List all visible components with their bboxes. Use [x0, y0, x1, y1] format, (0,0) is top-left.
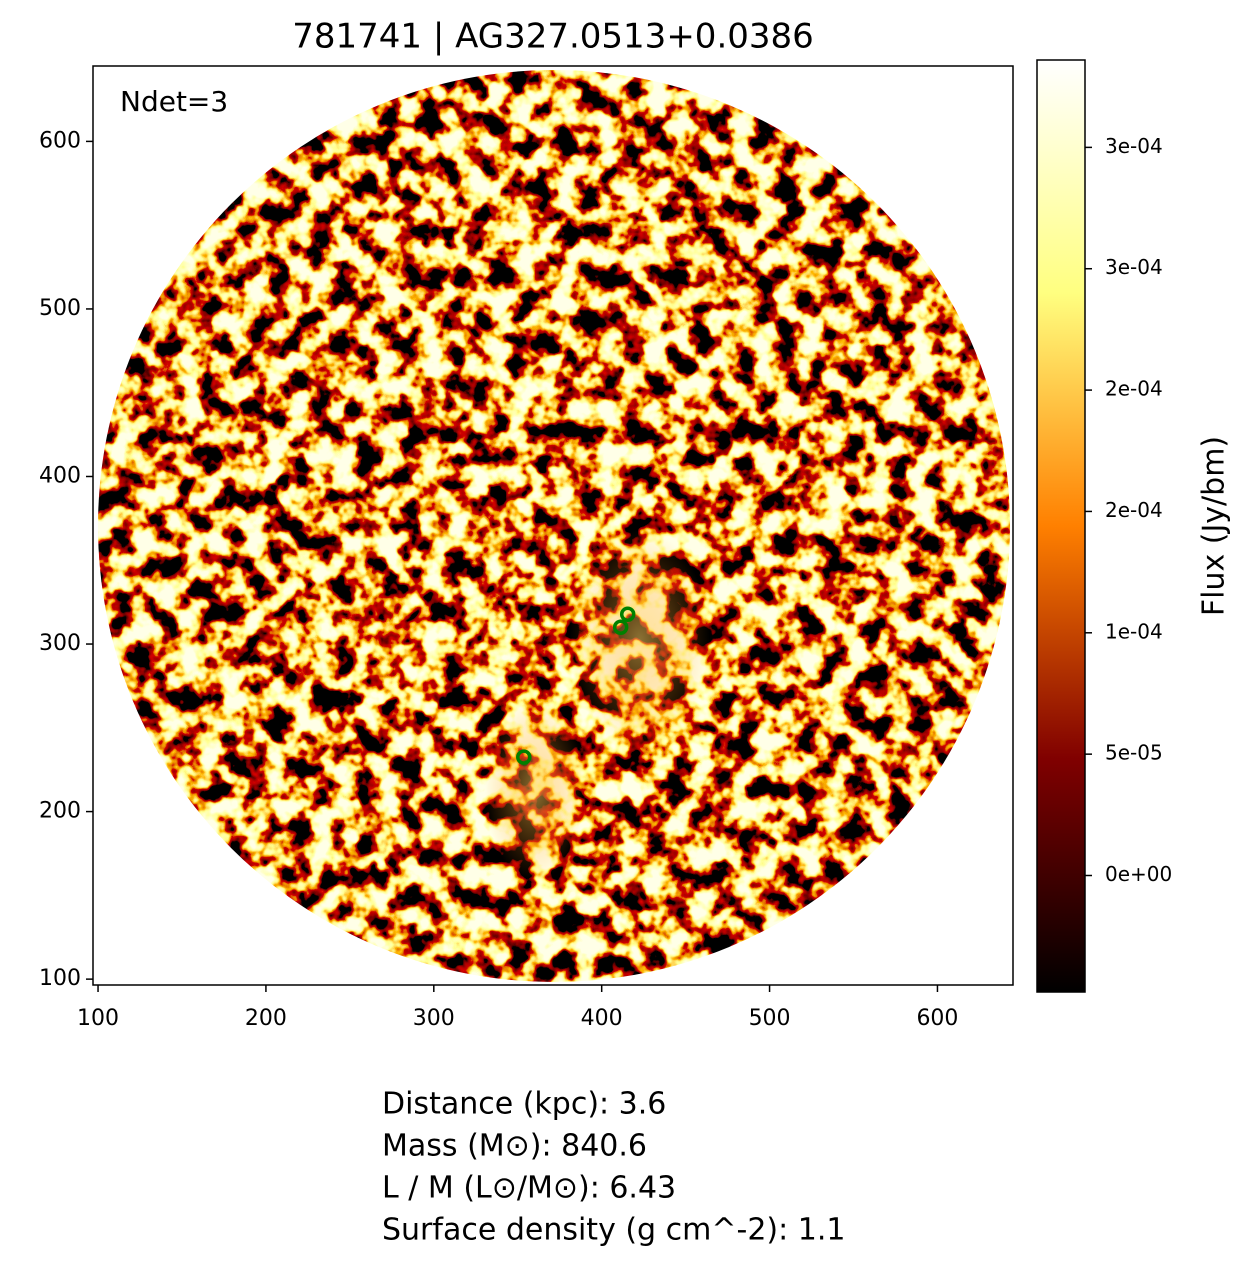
y-tick-label: 500	[39, 296, 81, 321]
detection	[619, 606, 636, 622]
chart-title: 781741 | AG327.0513+0.0386	[292, 17, 814, 57]
info-line: Mass (M⊙): 840.6	[382, 1129, 647, 1164]
annotation: Ndet=3	[120, 85, 228, 118]
glow	[570, 530, 710, 750]
colorbar-tick-label: 2e-04	[1105, 498, 1163, 522]
colorbar-tick-label: 3e-04	[1105, 134, 1163, 158]
colorbar	[1036, 59, 1086, 993]
y-tick-label: 100	[39, 966, 81, 991]
y-tick-label: 400	[39, 463, 81, 488]
axes-frame	[92, 65, 1014, 986]
info-line: L / M (L⊙/M⊙): 6.43	[382, 1171, 676, 1206]
x-tick-label: 400	[581, 1006, 623, 1031]
y-tick-label: 300	[39, 631, 81, 656]
colorbar-label: Flux (Jy/bm)	[1197, 436, 1232, 616]
x-tick-label: 300	[413, 1006, 455, 1031]
colorbar-tick-label: 2e-04	[1105, 377, 1163, 401]
glow	[485, 700, 585, 880]
y-tick-label: 600	[39, 128, 81, 153]
image	[98, 70, 1010, 982]
info-line: Distance (kpc): 3.6	[382, 1087, 666, 1122]
x-tick-label: 200	[245, 1006, 287, 1031]
x-tick-label: 600	[916, 1006, 958, 1031]
detection	[516, 749, 532, 765]
x-tick-label: 100	[77, 1006, 119, 1031]
colorbar-tick-label: 0e+00	[1105, 862, 1172, 886]
info-line: Surface density (g cm^-2): 1.1	[382, 1213, 845, 1248]
colorbar-tick-label: 3e-04	[1105, 255, 1163, 279]
x-tick-label: 500	[749, 1006, 791, 1031]
colorbar-tick-label: 5e-05	[1105, 741, 1163, 765]
colorbar-tick-label: 1e-04	[1105, 619, 1163, 643]
detection	[612, 619, 629, 636]
y-tick-label: 200	[39, 799, 81, 824]
